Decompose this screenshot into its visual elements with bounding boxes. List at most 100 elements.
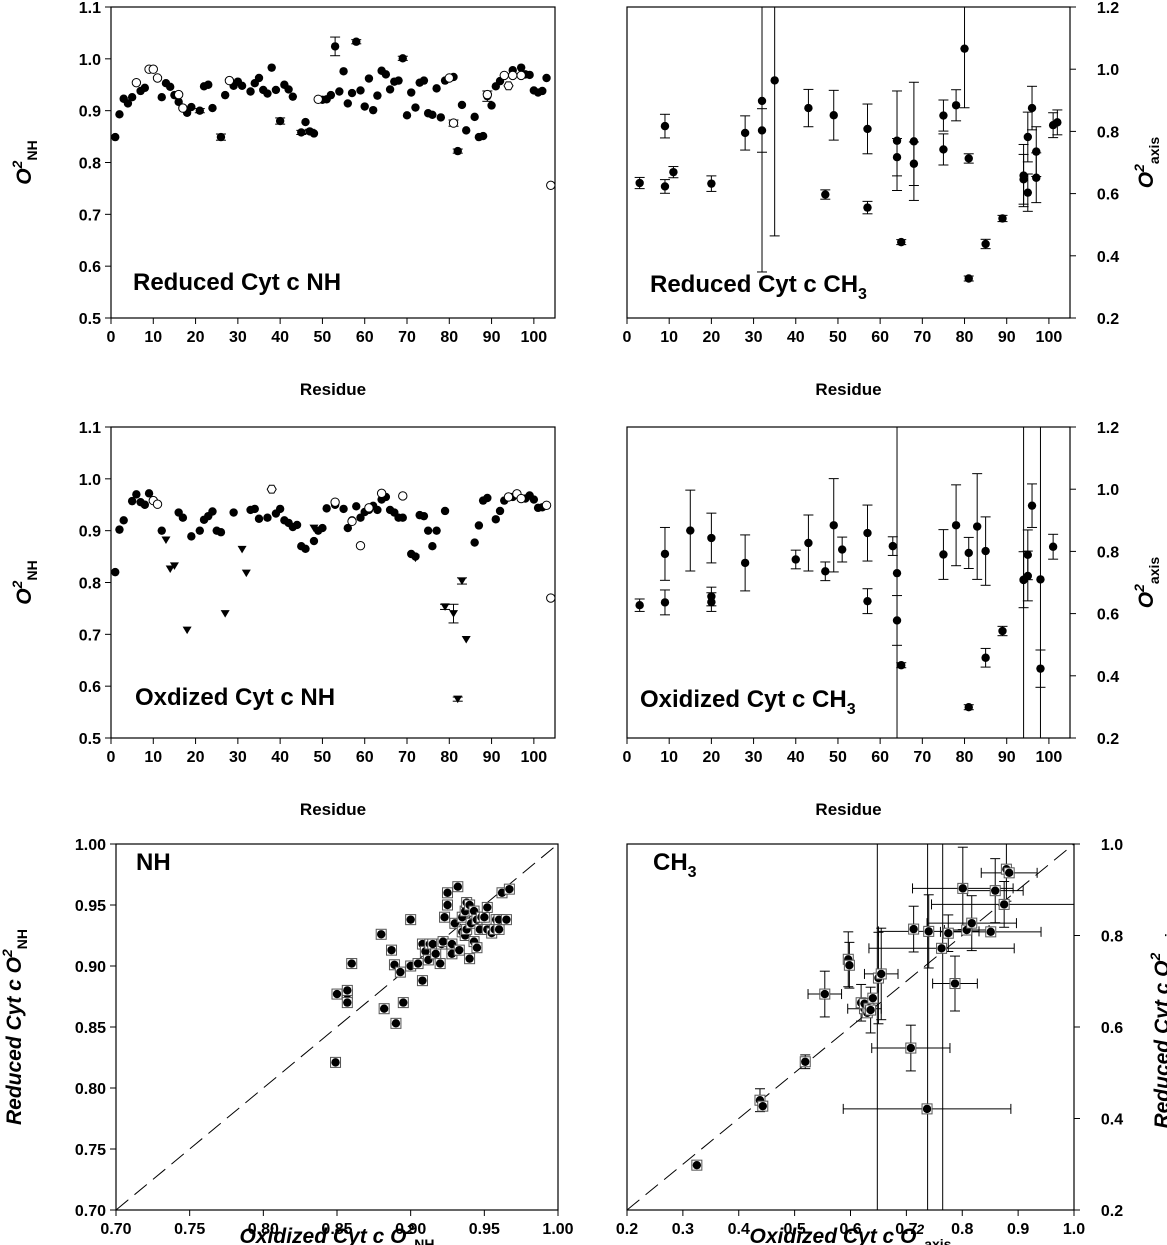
data-point: [888, 541, 897, 551]
x-axis-label-sub: NH: [414, 1236, 434, 1245]
data-point: [360, 102, 369, 111]
data-point: [157, 526, 166, 535]
data-point-open: [503, 492, 514, 502]
data-point: [457, 100, 467, 110]
data-point: [263, 513, 272, 522]
data-point: [157, 92, 166, 102]
data-point: [1023, 188, 1033, 197]
y-axis-label-sub: NH: [24, 560, 40, 580]
data-point-triangle: [440, 603, 450, 611]
x-tick-label: 60: [356, 749, 374, 766]
data-point: [707, 179, 716, 188]
y-tick-label: 0.2: [1097, 731, 1119, 748]
data-point-open: [152, 73, 163, 83]
y-axis-label-main: O: [1135, 592, 1158, 608]
y-tick-label: 0.8: [79, 156, 101, 173]
data-point: [495, 506, 505, 516]
x-tick-label: 0.80: [248, 1221, 279, 1238]
data-point-triangle: [461, 636, 471, 644]
panel-title-main: Oxidized Cyt c CH: [640, 686, 847, 713]
data-point: [271, 85, 281, 95]
data-point: [428, 542, 437, 551]
data-point: [470, 112, 479, 122]
data-point: [538, 86, 547, 96]
data-point: [418, 976, 427, 985]
data-point: [967, 918, 976, 928]
y-axis-label-sup: 2: [9, 160, 25, 169]
data-point: [863, 596, 872, 606]
data-point: [964, 154, 973, 163]
y-tick-label: 0.75: [75, 1142, 106, 1159]
x-tick-label: 0.6: [839, 1221, 861, 1238]
data-point: [480, 913, 489, 922]
x-tick-label: 100: [521, 329, 548, 346]
data-point: [1048, 542, 1058, 551]
data-point: [443, 888, 452, 897]
data-point: [453, 146, 462, 156]
data-point-triangle: [182, 626, 192, 635]
x-tick-label: 30: [745, 329, 763, 346]
data-point: [801, 1057, 810, 1066]
data-point: [208, 507, 217, 516]
data-point: [491, 515, 500, 524]
panel-title: NH: [136, 849, 171, 876]
x-tick-label: 50: [314, 329, 332, 346]
data-point: [399, 998, 408, 1007]
x-axis-label: Oxidized Cyt c O2NH: [240, 1221, 435, 1245]
data-point: [909, 137, 919, 146]
data-point: [216, 528, 226, 537]
data-point: [343, 523, 352, 533]
data-point: [127, 496, 137, 506]
data-point: [924, 927, 933, 936]
data-point: [115, 110, 124, 119]
x-tick-label: 90: [483, 329, 501, 346]
x-tick-label: 40: [271, 749, 289, 766]
plot-area: [111, 484, 555, 704]
y-axis-label-sup: 2: [1147, 953, 1163, 962]
data-point-triangle: [237, 545, 247, 554]
data-point: [937, 944, 946, 953]
x-tick-label: 1.00: [542, 1221, 573, 1238]
x-axis-label-sub: axis: [924, 1236, 951, 1245]
x-tick-label: 100: [1036, 749, 1063, 766]
data-point: [483, 903, 492, 912]
data-point: [951, 101, 961, 110]
y-tick-label: 0.5: [79, 731, 101, 748]
data-point-open: [173, 89, 184, 100]
data-point: [487, 101, 496, 110]
data-point: [419, 76, 429, 85]
data-point: [804, 103, 813, 113]
data-point: [991, 886, 1000, 895]
x-tick-label: 10: [660, 329, 678, 346]
data-point-open: [152, 499, 163, 509]
data-point-triangle: [309, 524, 319, 533]
y-tick-label: 0.4: [1097, 249, 1119, 266]
y-tick-label: 0.8: [79, 576, 101, 593]
data-point: [757, 96, 767, 106]
x-tick-label: 0.8: [951, 1221, 973, 1238]
data-point: [331, 1058, 340, 1067]
data-point: [635, 178, 644, 188]
data-point: [1032, 147, 1041, 156]
data-point: [275, 504, 285, 514]
x-tick-label: 30: [745, 749, 763, 766]
data-point: [845, 961, 854, 970]
panel-oxidized-nh: 0 10 20 30 40 50 60 70 80 90 100 0.5 0.6 0.7 0.8 0.9 1.0…: [9, 420, 556, 819]
y-tick-label: 0.4: [1097, 669, 1119, 686]
data-point: [428, 939, 437, 949]
data-point-open: [448, 118, 459, 128]
y-tick-label: 1.0: [79, 52, 101, 69]
x-axis-label: Residue: [300, 800, 366, 819]
x-tick-label: 0: [107, 329, 116, 346]
data-point: [1023, 571, 1033, 581]
data-point: [478, 131, 488, 141]
y-axis-label-main: Reduced Cyt c O: [3, 957, 26, 1125]
data-point: [364, 74, 374, 83]
panel-title-main: CH: [653, 849, 688, 876]
x-tick-label: 70: [398, 749, 416, 766]
y-axis-label: O2axis: [1131, 137, 1162, 189]
y-tick-label: 0.6: [1097, 607, 1119, 624]
y-axis-label-sup: 2: [9, 580, 25, 589]
data-point: [960, 44, 969, 53]
